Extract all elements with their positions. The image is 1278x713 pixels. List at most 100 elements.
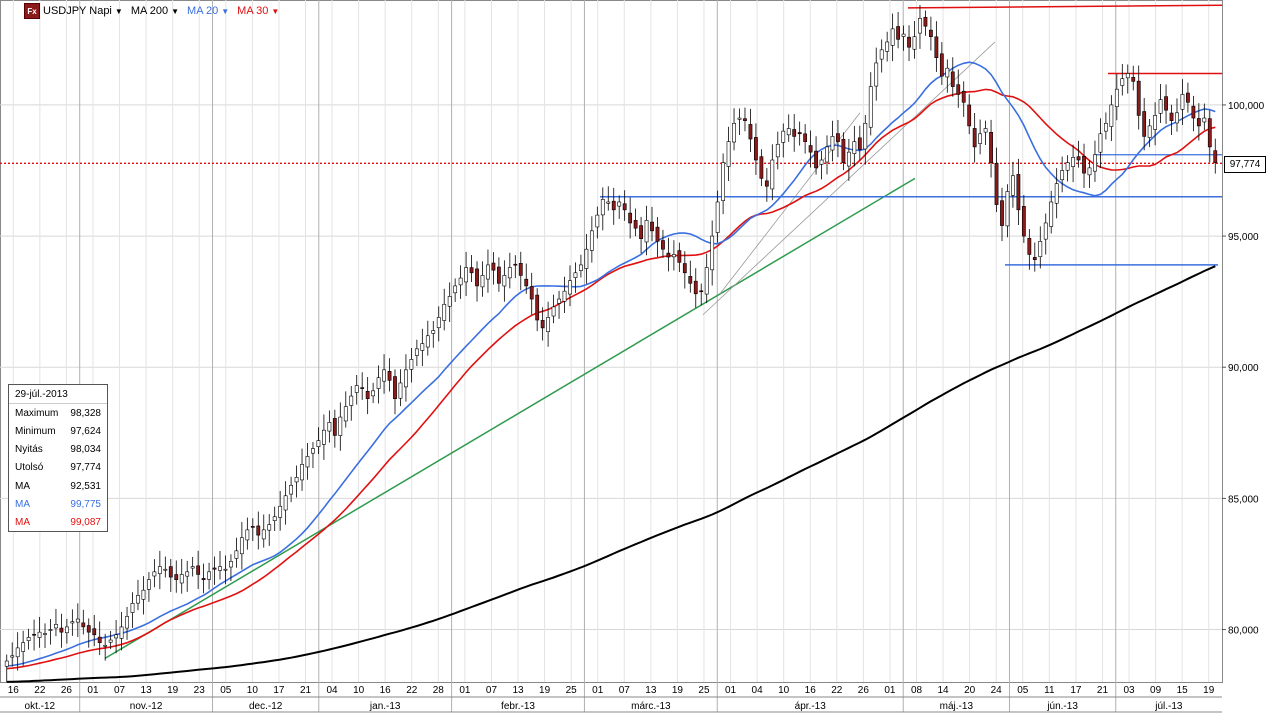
x-tick-label: 01 — [884, 685, 896, 696]
x-tick-label: 10 — [353, 685, 365, 696]
candle-body — [841, 138, 846, 163]
candle — [775, 131, 780, 170]
candle-body — [502, 275, 507, 287]
candle — [1103, 112, 1108, 140]
candle — [732, 108, 736, 151]
candle — [901, 25, 906, 51]
candle — [978, 119, 983, 155]
candle-body — [726, 141, 731, 167]
candle-body — [699, 290, 704, 293]
candle-body — [327, 422, 332, 432]
candle — [792, 114, 797, 152]
moving-averages — [6, 61, 1216, 683]
candle-body — [371, 390, 376, 397]
candle — [1087, 160, 1092, 188]
x-axis: 16 22 26 01 07 13 19 23 05 10 17 21 04 10 16 22 28 01 07 13… — [0, 685, 1222, 713]
candle — [857, 125, 862, 161]
candle-body — [26, 637, 31, 642]
candle-body — [229, 561, 233, 568]
candle-body — [1082, 155, 1086, 174]
candle — [699, 283, 704, 306]
candle-body — [1065, 162, 1070, 171]
candle-body — [535, 294, 540, 321]
candle-body — [475, 268, 479, 287]
x-tick-label: 16 — [380, 685, 392, 696]
info-row-ma30: MA 99,087 — [15, 516, 101, 528]
candle-body — [825, 146, 829, 163]
candle — [1158, 83, 1163, 124]
candle-body — [37, 631, 42, 638]
candle-body — [496, 266, 501, 284]
candle — [59, 613, 64, 648]
candle-body — [239, 537, 244, 555]
ma20-selector[interactable]: MA 20 ▼ — [187, 5, 229, 17]
candle-body — [294, 477, 299, 483]
candle-body — [524, 278, 529, 287]
candle-body — [573, 272, 578, 278]
candle-body — [1109, 104, 1114, 127]
candle-body — [272, 516, 277, 521]
candle-body — [81, 622, 86, 628]
candle — [611, 187, 616, 225]
candle-body — [639, 225, 643, 240]
candle — [343, 391, 348, 428]
candle — [846, 138, 851, 181]
candle-body — [21, 642, 26, 652]
candle — [868, 72, 873, 136]
candle-body — [814, 150, 818, 169]
candle — [551, 294, 556, 324]
candle-body — [786, 128, 791, 136]
candle-body — [622, 203, 627, 211]
candle-body — [1202, 117, 1207, 123]
candle-body — [1071, 157, 1075, 167]
candle-body — [1164, 96, 1168, 111]
candle — [929, 16, 933, 51]
candle — [365, 376, 370, 415]
candle — [546, 301, 551, 347]
candle — [1016, 158, 1021, 226]
candle — [836, 119, 840, 158]
candle-body — [332, 418, 337, 436]
candle-body — [1060, 170, 1065, 181]
candle-body — [196, 565, 201, 575]
candle — [896, 11, 900, 49]
symbol-selector[interactable]: Fx USDJPY Napi ▼ — [24, 3, 123, 19]
candle — [283, 481, 288, 525]
candle-body — [546, 317, 551, 333]
x-tick-label: 16 — [8, 685, 20, 696]
ma20-label: MA 20 — [187, 5, 219, 17]
candle-body — [732, 122, 736, 143]
x-tick-label: 19 — [167, 685, 179, 696]
candle-body — [141, 589, 146, 600]
candle — [152, 559, 157, 588]
candle — [781, 123, 786, 158]
candle — [825, 135, 829, 175]
candle — [48, 618, 53, 645]
x-tick-label: 22 — [34, 685, 46, 696]
candle-body — [1153, 115, 1158, 130]
candle — [814, 136, 818, 175]
candle — [644, 205, 649, 256]
candle — [726, 126, 731, 181]
ma30-selector[interactable]: MA 30 ▼ — [237, 5, 279, 17]
candle-body — [972, 128, 977, 148]
candle-body — [311, 448, 315, 454]
candle-body — [1175, 112, 1179, 124]
candle-body — [289, 484, 293, 495]
candle — [1164, 84, 1168, 124]
x-tick-label: 13 — [141, 685, 153, 696]
candle — [584, 233, 589, 284]
candle — [1175, 98, 1179, 132]
x-tick-label: 21 — [1097, 685, 1109, 696]
candle-body — [376, 377, 381, 389]
candle — [491, 252, 496, 285]
candle-body — [562, 290, 567, 302]
candle — [75, 603, 80, 637]
ma200-selector[interactable]: MA 200 ▼ — [131, 5, 179, 17]
candle — [92, 614, 97, 647]
candle-body — [721, 162, 726, 201]
candle-body — [945, 67, 950, 78]
candle — [535, 288, 540, 332]
